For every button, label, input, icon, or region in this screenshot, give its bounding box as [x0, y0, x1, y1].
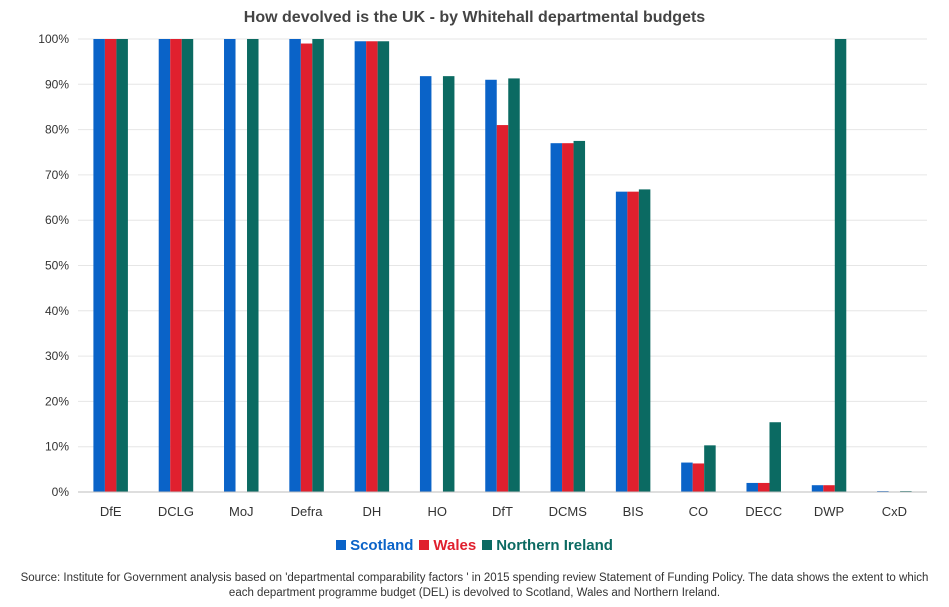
- bar-scotland-dclg: [158, 39, 171, 492]
- x-axis-ticks: DfE DCLG MoJ Defra DH HO DfT DCMS BIS CO DECC DWP Cx…: [100, 504, 907, 519]
- bar-wales-dfe: [104, 39, 117, 492]
- bar-northern-ireland-dfe: [116, 39, 128, 492]
- x-tick-label: DECC: [745, 504, 782, 519]
- bar-wales-co: [692, 463, 705, 492]
- bar-northern-ireland-dft: [508, 78, 520, 492]
- bar-wales-dclg: [170, 39, 182, 492]
- bar-wales-dft: [496, 125, 509, 492]
- x-tick-label: CO: [689, 504, 709, 519]
- bar-wales-bis: [627, 191, 639, 492]
- legend-item: Scotland: [336, 537, 413, 554]
- legend-swatch: [336, 540, 347, 550]
- x-tick-label: Defra: [291, 504, 324, 519]
- y-tick-label: 80%: [45, 123, 69, 137]
- legend: Scotland Wales Northern Ireland: [0, 537, 949, 554]
- legend-label: Northern Ireland: [496, 537, 613, 554]
- x-tick-label: DH: [362, 504, 381, 519]
- legend-swatch: [419, 540, 430, 550]
- y-tick-label: 50%: [45, 259, 69, 273]
- x-tick-label: DWP: [814, 504, 844, 519]
- x-tick-label: DCMS: [549, 504, 588, 519]
- bar-scotland-dh: [354, 41, 367, 492]
- bar-northern-ireland-decc: [769, 422, 781, 492]
- y-tick-label: 70%: [45, 168, 69, 182]
- x-tick-label: DfT: [492, 504, 513, 519]
- x-tick-label: BIS: [623, 504, 644, 519]
- bar-northern-ireland-dwp: [834, 39, 847, 492]
- bar-scotland-dfe: [93, 39, 105, 492]
- y-tick-label: 90%: [45, 77, 69, 91]
- bar-scotland-ho: [419, 76, 432, 493]
- bar-wales-dh: [366, 41, 378, 492]
- bar-northern-ireland-co: [704, 445, 716, 492]
- y-axis-ticks: 0% 10% 20% 30% 40% 50% 60% 70% 80% 90% 100%: [38, 32, 69, 499]
- bars: [93, 39, 912, 493]
- legend-label: Wales: [433, 537, 477, 554]
- x-tick-label: CxD: [882, 504, 907, 519]
- x-tick-label: MoJ: [229, 504, 254, 519]
- bar-northern-ireland-dcms: [573, 140, 586, 493]
- bar-scotland-bis: [615, 191, 628, 492]
- bar-wales-dcms: [562, 143, 574, 492]
- y-tick-label: 40%: [45, 304, 69, 318]
- x-tick-label: HO: [427, 504, 447, 519]
- bar-scotland-dft: [485, 79, 497, 493]
- bar-northern-ireland-ho: [442, 76, 455, 493]
- y-tick-label: 60%: [45, 213, 69, 227]
- bar-northern-ireland-moj: [247, 39, 259, 492]
- bar-northern-ireland-dh: [377, 41, 390, 492]
- legend-swatch: [482, 540, 493, 550]
- bar-wales-decc: [757, 482, 770, 492]
- legend-item: Wales: [419, 537, 476, 554]
- chart-title: How devolved is the UK - by Whitehall de…: [243, 9, 706, 26]
- bar-scotland-decc: [746, 482, 758, 492]
- y-tick-label: 20%: [45, 394, 69, 408]
- bar-chart: 0% 10% 20% 30% 40% 50% 60% 70% 80% 90% 100% DfE DCL…: [38, 32, 927, 519]
- bar-scotland-co: [681, 462, 693, 492]
- y-tick-label: 100%: [38, 32, 69, 46]
- bar-northern-ireland-dclg: [181, 39, 194, 492]
- bar-scotland-dcms: [550, 143, 563, 492]
- x-tick-label: DCLG: [158, 504, 194, 519]
- bar-scotland-dwp: [811, 485, 824, 492]
- y-tick-label: 30%: [45, 349, 69, 363]
- y-tick-label: 10%: [45, 440, 69, 454]
- bar-scotland-defra: [289, 39, 301, 492]
- legend-label: Scotland: [350, 537, 414, 554]
- bar-northern-ireland-defra: [312, 39, 324, 492]
- bar-northern-ireland-bis: [638, 189, 651, 492]
- x-tick-label: DfE: [100, 504, 122, 519]
- bar-wales-dwp: [823, 485, 835, 492]
- y-tick-label: 0%: [52, 485, 70, 499]
- legend-item: Northern Ireland: [482, 537, 613, 554]
- bar-scotland-moj: [224, 39, 236, 492]
- bar-wales-defra: [300, 43, 313, 492]
- source-note: Source: Institute for Government analysi…: [20, 572, 929, 599]
